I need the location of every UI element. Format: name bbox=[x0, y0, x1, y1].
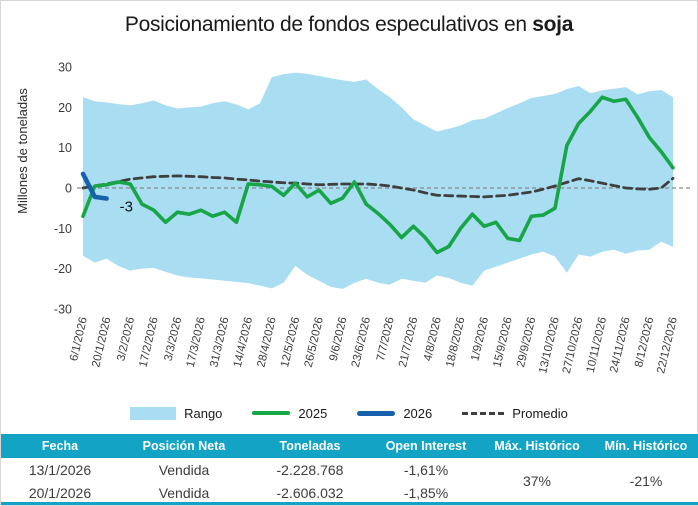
x-tick-label: 22/12/2026 bbox=[655, 316, 680, 375]
cell-posicion-neta: Vendida bbox=[119, 458, 249, 481]
x-tick-label: 31/3/2026 bbox=[208, 316, 231, 369]
x-tick-label: 6/1/2026 bbox=[68, 316, 90, 362]
legend-label-2025: 2025 bbox=[298, 405, 328, 421]
legend-label-rango: Rango bbox=[184, 405, 223, 421]
x-tick-label: 14/4/2026 bbox=[232, 316, 255, 369]
promedio-line bbox=[81, 174, 675, 199]
legend-label-promedio: Promedio bbox=[512, 405, 568, 421]
header-fecha: Fecha bbox=[1, 434, 119, 458]
x-tick-label: 7/7/2026 bbox=[375, 316, 397, 362]
table-header-row: Fecha Posición Neta Toneladas Open Inter… bbox=[1, 434, 698, 458]
header-posicion-neta: Posición Neta bbox=[119, 434, 249, 458]
bottom-accent-bar bbox=[1, 502, 698, 505]
legend-item-promedio: Promedio bbox=[462, 406, 568, 421]
x-tick-label: 12/5/2026 bbox=[279, 316, 302, 369]
line-2026-swatch-icon bbox=[357, 410, 396, 416]
cell-min-historico: -21% bbox=[593, 458, 698, 504]
x-tick-label: 4/8/2026 bbox=[422, 316, 444, 362]
cell-fecha: 20/1/2026 bbox=[1, 481, 119, 504]
cell-posicion-neta: Vendida bbox=[119, 481, 249, 504]
chart-legend: Rango 2025 2026 Promedio bbox=[1, 403, 697, 423]
y-tick-label: 10 bbox=[58, 141, 72, 155]
rango-band bbox=[83, 72, 673, 289]
x-tick-label: 17/3/2026 bbox=[185, 316, 208, 369]
y-tick-label: 20 bbox=[58, 101, 72, 115]
x-tick-label: 3/3/2026 bbox=[163, 316, 185, 362]
x-tick-label: 13/10/2026 bbox=[537, 316, 562, 375]
page-title-highlight: soja bbox=[532, 13, 574, 36]
rango-swatch-icon bbox=[130, 406, 177, 420]
cell-max-historico: 37% bbox=[481, 458, 593, 504]
y-tick-label: 0 bbox=[65, 182, 72, 196]
cell-open-interest: -1,85% bbox=[371, 481, 481, 504]
cell-open-interest: -1,61% bbox=[371, 458, 481, 481]
chart: -3 30 20 10 0 -10 -20 -30 Millones de toneladas 6… bbox=[15, 61, 690, 375]
x-tick-label: 26/5/2026 bbox=[303, 316, 326, 369]
y-tick-label: -30 bbox=[54, 303, 72, 317]
annotation-last-value: -3 bbox=[120, 198, 133, 215]
line-2025-swatch-icon bbox=[252, 411, 291, 415]
header-open-interest: Open Interest bbox=[371, 434, 481, 458]
x-tick-label: 17/2/2026 bbox=[138, 316, 161, 369]
header-max-historico: Máx. Histórico bbox=[481, 434, 593, 458]
legend-item-rango: Rango bbox=[130, 406, 222, 421]
x-tick-label: 15/9/2026 bbox=[492, 316, 515, 369]
legend-item-2026: 2026 bbox=[357, 406, 432, 421]
line-2026 bbox=[80, 171, 109, 201]
x-tick-label: 18/8/2026 bbox=[444, 316, 467, 369]
legend-label-2026: 2026 bbox=[403, 405, 433, 421]
y-tick-label: 30 bbox=[58, 61, 72, 75]
cell-fecha: 13/1/2026 bbox=[1, 458, 119, 481]
x-tick-label: 8/12/2026 bbox=[633, 316, 656, 369]
cell-toneladas: -2.606.032 bbox=[249, 481, 371, 504]
x-tick-label: 24/11/2026 bbox=[608, 316, 632, 374]
x-tick-label: 3/2/2026 bbox=[115, 316, 137, 362]
table-row: 13/1/2026 Vendida -2.228.768 -1,61% 37% … bbox=[1, 458, 698, 504]
cell-toneladas: -2.228.768 bbox=[249, 458, 371, 481]
x-tick-label: 10/11/2026 bbox=[585, 316, 609, 374]
x-tick-label: 28/4/2026 bbox=[256, 316, 279, 369]
positions-table: Fecha Posición Neta Toneladas Open Inter… bbox=[1, 434, 698, 504]
x-tick-label: 29/9/2026 bbox=[515, 316, 538, 369]
x-tick-label: 21/7/2026 bbox=[397, 316, 420, 369]
header-toneladas: Toneladas bbox=[249, 434, 371, 458]
page-title: Posicionamiento de fondos especulativos … bbox=[1, 13, 697, 37]
line-2025 bbox=[81, 95, 675, 255]
legend-item-2025: 2025 bbox=[252, 406, 327, 421]
header-min-historico: Mín. Histórico bbox=[593, 434, 698, 458]
promedio-swatch-icon bbox=[462, 411, 505, 415]
x-tick-label: 1/9/2026 bbox=[469, 316, 491, 362]
page-title-prefix: Posicionamiento de fondos especulativos … bbox=[124, 13, 533, 36]
x-tick-label: 9/6/2026 bbox=[328, 316, 350, 362]
table-row: 20/1/2026 Vendida -2.606.032 -1,85% bbox=[1, 481, 698, 504]
y-tick-label: -20 bbox=[54, 262, 72, 276]
x-tick-label: 23/6/2026 bbox=[350, 316, 373, 369]
y-tick-label: -10 bbox=[54, 222, 72, 236]
x-tick-label: 27/10/2026 bbox=[561, 316, 586, 375]
y-axis-title: Millones de toneladas bbox=[15, 88, 30, 214]
x-tick-label: 20/1/2026 bbox=[90, 316, 113, 369]
